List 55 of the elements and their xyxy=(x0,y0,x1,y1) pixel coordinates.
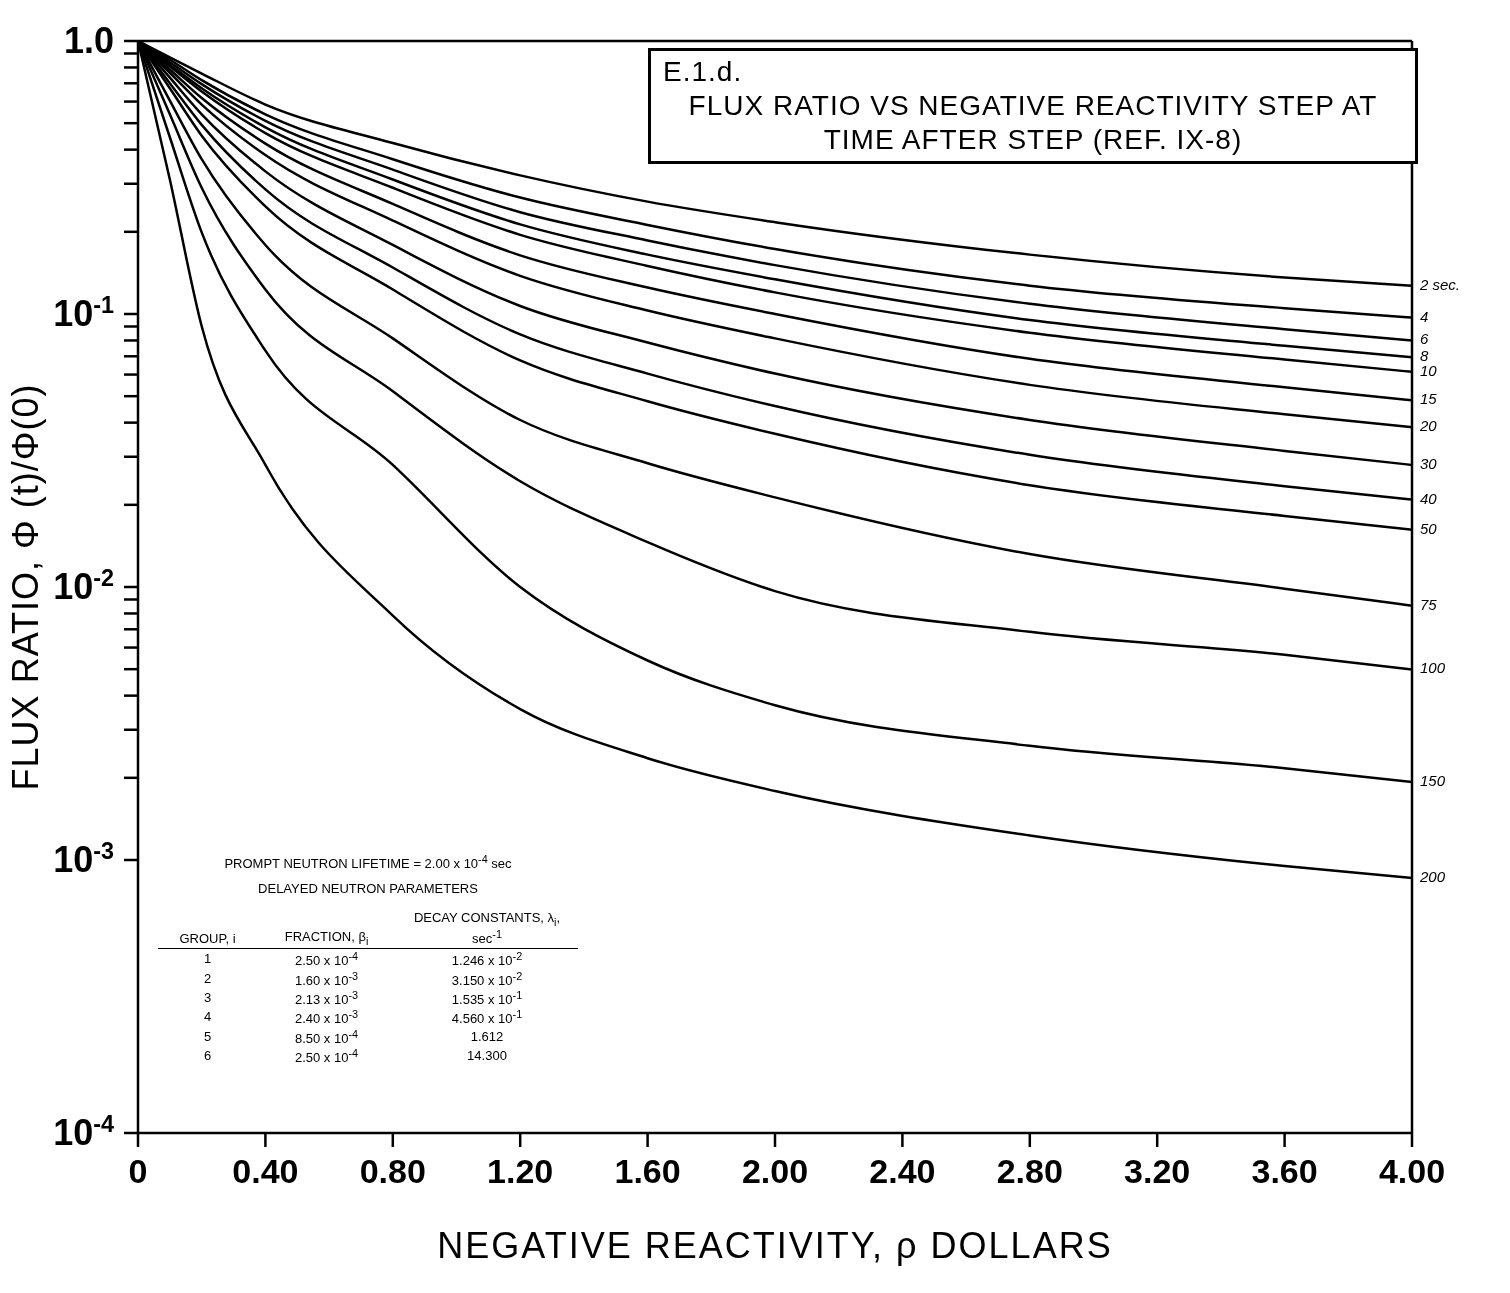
annotation: FRACTION, β$_{i}$ xyxy=(257,908,396,949)
y-tick-label: 10$^{-3}$ xyxy=(53,838,114,880)
annotation: 1.60 x 10$^{-3}$ xyxy=(293,968,360,988)
x-tick-label: 0.80 xyxy=(359,1152,426,1190)
annotation: 2.50 x 10$^{-4}$ xyxy=(293,949,360,969)
y-axis-title: FLUX RATIO, Φ (t)/Φ(0) xyxy=(5,383,46,791)
annotation: 1.612 xyxy=(469,1027,505,1046)
series-label: 30 xyxy=(1420,454,1438,472)
annotation: 2 xyxy=(202,969,213,988)
annotation: 5 xyxy=(202,1027,213,1046)
x-tick-label: 2.00 xyxy=(741,1152,809,1190)
series-label: 75 xyxy=(1420,595,1438,613)
x-tick-label: 1.20 xyxy=(487,1152,554,1190)
annotation: 3 xyxy=(202,989,213,1008)
x-tick-label: 3.60 xyxy=(1251,1152,1318,1190)
annotation: 1.246 x 10$^{-2}$ xyxy=(450,949,524,969)
annotation: 8.50 x 10$^{-4}$ xyxy=(293,1026,360,1046)
x-tick-label: 1.60 xyxy=(614,1152,681,1190)
annotation: 6 xyxy=(202,1047,213,1066)
series-label: 40 xyxy=(1420,489,1438,507)
annotation: 2.40 x 10$^{-3}$ xyxy=(293,1007,360,1027)
series-label: 4 xyxy=(1420,307,1429,325)
series-label: 20 xyxy=(1419,417,1438,435)
annotation: 4 xyxy=(202,1008,213,1027)
y-tick-label: 10$^{-1}$ xyxy=(53,292,114,334)
text: E.1.d. xyxy=(663,55,744,89)
series-label: 150 xyxy=(1420,772,1446,790)
annotation: 3.150 x 10$^{-2}$ xyxy=(450,968,524,988)
annotation: 1 xyxy=(202,950,213,969)
y-tick-label: 10$^{-4}$ xyxy=(53,1111,114,1153)
x-tick-label: 0 xyxy=(128,1152,148,1190)
y-tick-label: 1.0 xyxy=(63,20,114,61)
annotation: PROMPT NEUTRON LIFETIME = 2.00 x 10$^{-4}$ sec xyxy=(223,853,513,872)
annotation: 4.560 x 10$^{-1}$ xyxy=(450,1007,524,1027)
annotation: 2.50 x 10$^{-4}$ xyxy=(293,1045,360,1066)
text: DECAY CONSTANTS, λ$_{i}$, sec$^{-1}$ xyxy=(413,910,561,947)
series-label: 2 sec. xyxy=(1419,275,1461,293)
x-tick-label: 2.80 xyxy=(996,1152,1063,1190)
annotation: 2.13 x 10$^{-3}$ xyxy=(293,987,360,1008)
x-axis-title: NEGATIVE REACTIVITY, ρ DOLLARS xyxy=(437,1225,1113,1266)
series-label: 200 xyxy=(1419,867,1446,885)
series-label: 6 xyxy=(1420,330,1429,348)
annotation: 14.300 xyxy=(466,1047,508,1066)
x-tick-label: 2.40 xyxy=(869,1152,936,1190)
x-tick-label: 3.20 xyxy=(1124,1152,1191,1190)
x-tick-label: 0.40 xyxy=(232,1152,299,1190)
series-label: 50 xyxy=(1420,519,1438,537)
series-label: 100 xyxy=(1420,659,1446,677)
text: FLUX RATIO VS NEGATIVE REACTIVITY STEP AT TIME AFTER STEP (REF. IX-8) xyxy=(687,89,1379,157)
y-tick-label: 10$^{-2}$ xyxy=(53,565,114,607)
annotation: DELAYED NEUTRON PARAMETERS xyxy=(257,881,479,897)
x-tick-label: 4.00 xyxy=(1378,1152,1446,1190)
series-label: 15 xyxy=(1420,390,1438,408)
annotation: GROUP, i xyxy=(158,908,258,949)
annotation: 1.535 x 10$^{-1}$ xyxy=(450,987,524,1008)
